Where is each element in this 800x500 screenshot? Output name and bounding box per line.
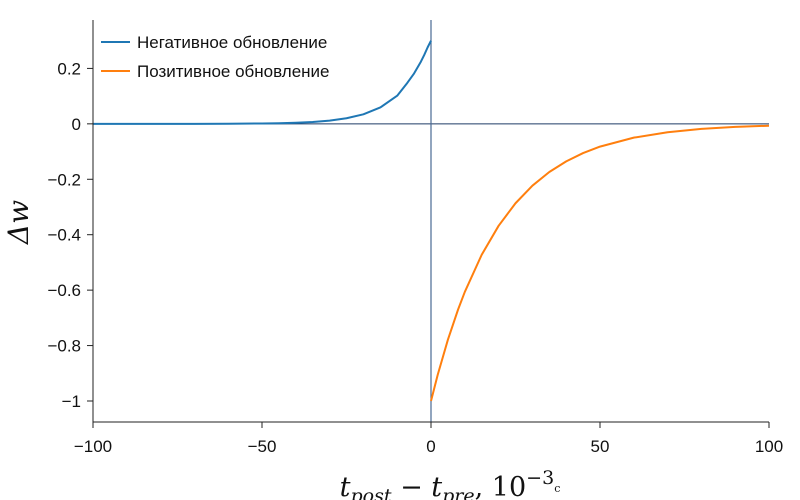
y-tick-label: −0.6 <box>47 281 81 300</box>
y-tick-label: 0 <box>72 115 81 134</box>
series-negative-line <box>93 40 432 125</box>
y-tick-label: 0.2 <box>57 59 81 78</box>
series-positive-line <box>430 124 770 402</box>
y-tick-label: −0.8 <box>47 337 81 356</box>
y-tick-label: −0.2 <box>47 170 81 189</box>
x-tick-label: −100 <box>74 437 112 456</box>
x-axis-label: tpost − tpre, 10−3с <box>340 467 561 500</box>
legend: Негативное обновление Позитивное обновле… <box>101 33 330 81</box>
y-tick-label: −0.4 <box>47 226 81 245</box>
legend-label-positive: Позитивное обновление <box>137 62 330 81</box>
y-axis-label: Δw <box>2 200 35 245</box>
x-tick-label: 50 <box>591 437 610 456</box>
x-tick-label: 100 <box>755 437 783 456</box>
x-tick-label: 0 <box>426 437 435 456</box>
legend-label-negative: Негативное обновление <box>137 33 327 52</box>
x-tick-label: −50 <box>248 437 277 456</box>
y-tick-label: −1 <box>62 392 81 411</box>
